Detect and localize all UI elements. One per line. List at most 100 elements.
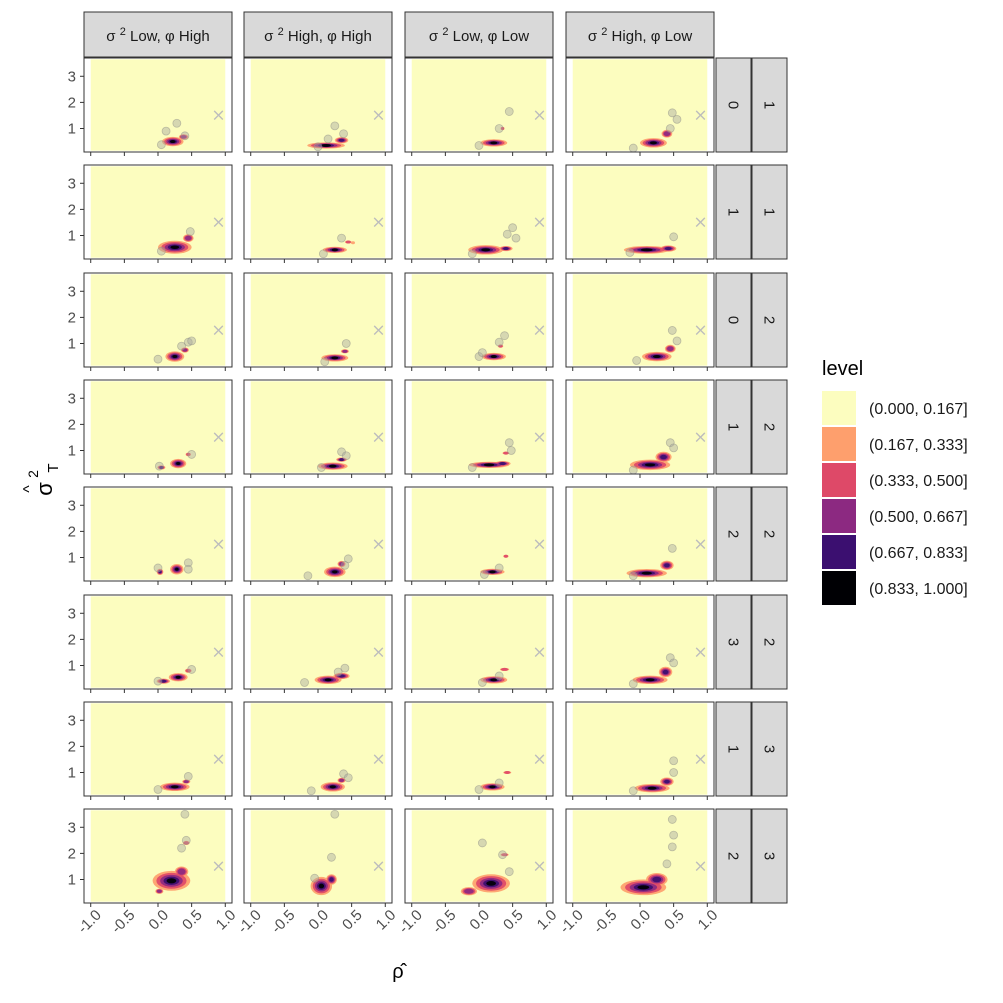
y-axis-label-sub: T [45, 463, 62, 472]
contour-band [662, 669, 669, 675]
row-strip-outer-label: 2 [761, 530, 778, 538]
panel: × [404, 701, 554, 800]
row-strip-inner-box [715, 486, 752, 582]
observation-point [187, 336, 197, 346]
panel: × [404, 272, 554, 371]
row-strip-inner-label: 2 [725, 530, 742, 538]
contour-band [503, 247, 509, 251]
x-tick-label: -0.5 [429, 907, 459, 937]
observation-point [662, 859, 672, 869]
contour-band [176, 462, 181, 466]
panel-plot-area: × [572, 166, 708, 258]
legend-label: (0.000, 0.167] [869, 401, 968, 418]
contour-band [503, 554, 509, 558]
panel: × [80, 808, 233, 907]
y-axis-label-sigma: σ [32, 482, 57, 496]
y-tick-label: 1 [68, 121, 76, 138]
row-strip-outer-label: 1 [761, 101, 778, 109]
observation-point [474, 785, 484, 794]
contour-band [170, 140, 176, 144]
panel: × [565, 486, 715, 585]
observation-point [667, 108, 677, 118]
legend-label: (0.333, 0.500] [869, 473, 968, 490]
row-strip-outer-label: 3 [761, 745, 778, 753]
y-tick-label: 2 [68, 416, 76, 433]
observation-point [632, 356, 642, 365]
observation-point [313, 142, 323, 152]
x-tick-label: -0.5 [108, 907, 138, 937]
observation-point [477, 348, 487, 358]
column-strips: σ 2 Low, φ High σ 2 High, φ High σ 2 Low, … [83, 11, 715, 58]
panel-plot-area: × [572, 810, 708, 902]
observation-point [187, 665, 197, 674]
panel: × [80, 701, 233, 800]
legend-swatch [822, 463, 856, 497]
contour-level-base [250, 488, 386, 580]
y-tick-label: 2 [68, 523, 76, 540]
legend-swatch [822, 535, 856, 569]
row-strip-outer-box [751, 57, 788, 153]
row-strip-inner-box [715, 57, 752, 153]
observation-point [187, 450, 197, 459]
observation-point [306, 786, 316, 796]
contour-band [499, 462, 506, 466]
contour-band [489, 785, 496, 789]
panel-plot-area: × [250, 488, 386, 581]
contour-band [503, 451, 509, 455]
contour-band [667, 346, 674, 352]
observation-point [665, 653, 675, 663]
column-strip-label: σ 2 High, φ Low [588, 26, 692, 45]
x-tick-label: 0.0 [466, 907, 493, 934]
observation-point [303, 571, 313, 581]
contour-band [481, 248, 491, 252]
contour-level-base [411, 596, 547, 688]
panel: × [243, 701, 393, 800]
row-strip-inner-label: 1 [725, 208, 742, 216]
row-strip-inner-box [715, 379, 752, 475]
x-tick-label: 0.5 [500, 907, 527, 934]
row-strip-inner-label: 2 [725, 852, 742, 860]
contour-band [652, 876, 662, 883]
contour-band [483, 463, 495, 467]
x-tick-label: 0.5 [339, 907, 366, 934]
x-tick-label: 0.5 [661, 907, 688, 934]
contour-band [490, 355, 497, 359]
panel: × [80, 164, 233, 263]
contour-level-base [572, 59, 708, 151]
observation-point [181, 835, 191, 845]
y-tick-label: 3 [68, 497, 76, 514]
row-strip-outer-box [751, 379, 788, 475]
contour-band [664, 563, 670, 568]
panel-plot-area: × [250, 166, 386, 259]
true-value-marker: × [211, 320, 225, 340]
contour-level-base [90, 274, 226, 366]
panel-plot-area: × [572, 596, 708, 689]
observation-point [310, 873, 320, 883]
x-tick-label: 0.0 [145, 907, 172, 934]
observation-point [504, 867, 514, 877]
contour-band [175, 675, 181, 679]
y-tick-label: 1 [68, 658, 76, 675]
observation-point [494, 671, 504, 681]
observation-point [177, 843, 186, 853]
contour-level-base [572, 166, 708, 258]
contour-band [486, 881, 497, 886]
contour-level-base [90, 381, 226, 473]
panel: × [243, 164, 393, 263]
panel-plot-area: × [90, 809, 226, 902]
observation-point [494, 337, 504, 347]
row-strip-outer-label: 2 [761, 316, 778, 324]
x-tick-label: -0.5 [268, 907, 298, 937]
legend-title: level [822, 358, 863, 380]
true-value-marker: × [211, 749, 225, 769]
contour-band [490, 678, 498, 682]
true-value-marker: × [371, 320, 385, 340]
panel-plot-area: × [572, 488, 708, 581]
panel-plot-area: × [572, 274, 708, 366]
observation-point [183, 772, 193, 781]
observation-point [180, 131, 190, 141]
observation-point [339, 129, 348, 139]
observation-point [337, 233, 346, 243]
observation-point [669, 232, 679, 242]
